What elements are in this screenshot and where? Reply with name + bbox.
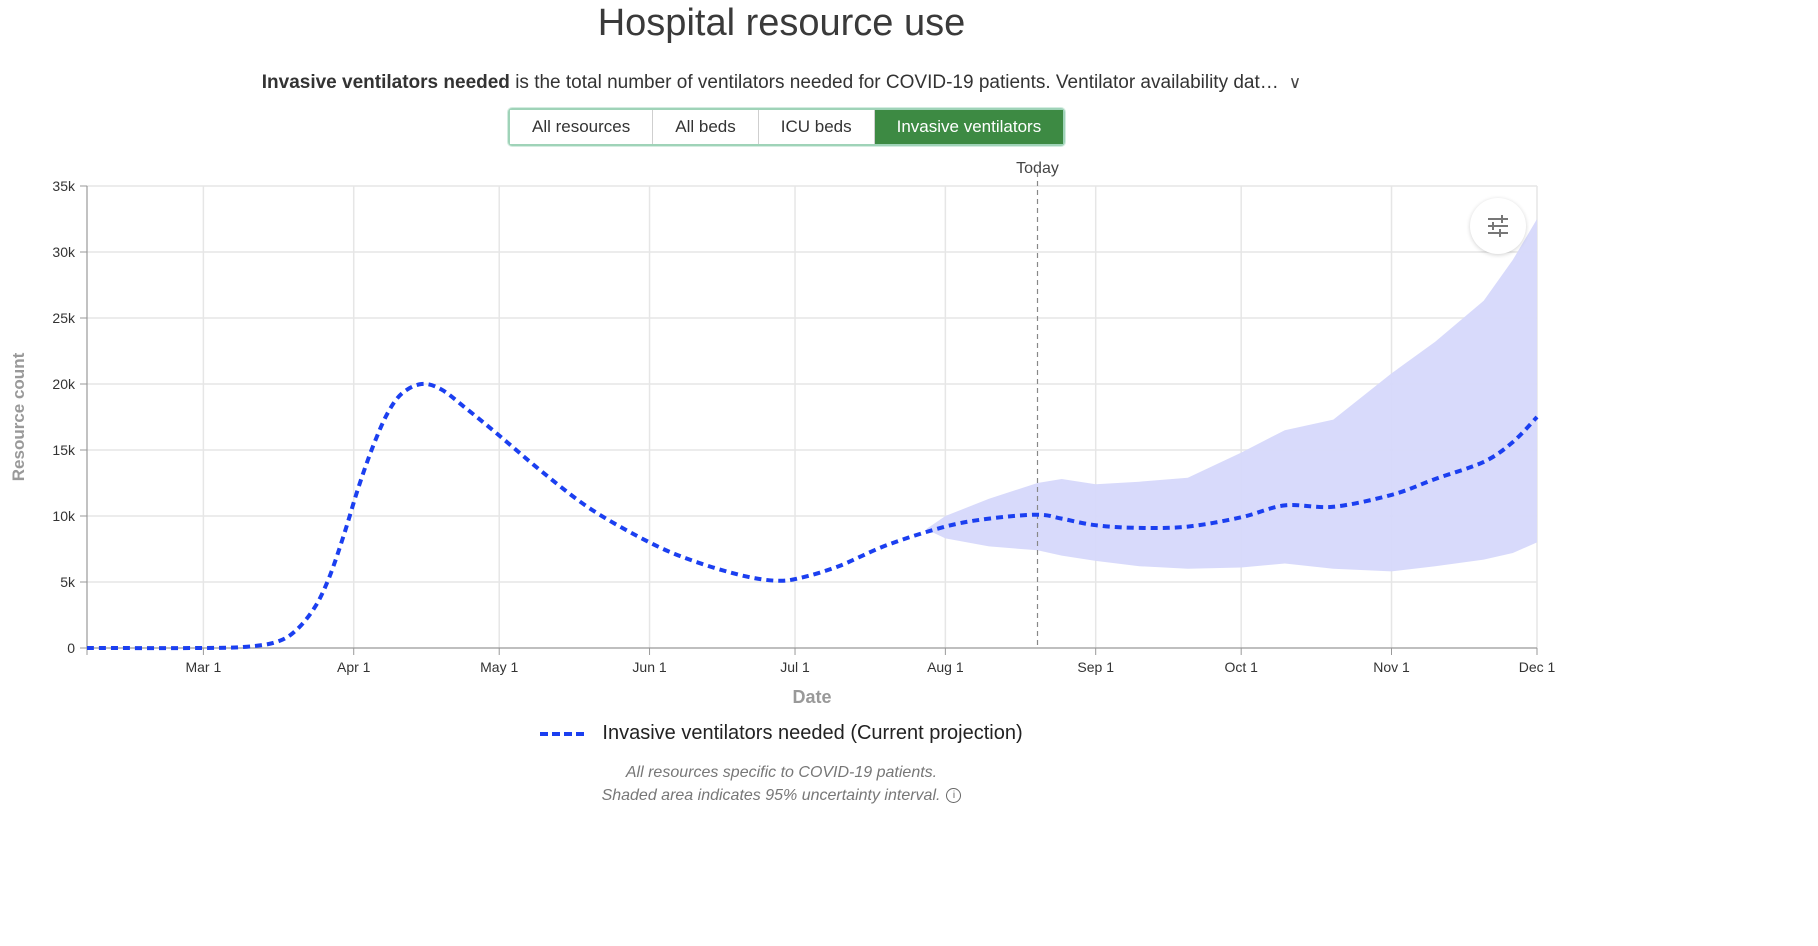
chart-legend: Invasive ventilators needed (Current pro… bbox=[0, 719, 1563, 747]
resource-tabs: All resources All beds ICU beds Invasive… bbox=[508, 108, 1066, 146]
tab-icu-beds[interactable]: ICU beds bbox=[758, 110, 875, 144]
info-icon[interactable]: i bbox=[946, 788, 962, 804]
line-chart: 0 5k 10k 15k 20k 25k 30k 35k Mar 1 Apr 1 May 1 Jun … bbox=[9, 160, 1556, 707]
x-tick-label: Aug 1 bbox=[927, 659, 964, 675]
sliders-icon bbox=[1488, 215, 1508, 237]
y-tick-label: 35k bbox=[52, 178, 76, 194]
y-axis-title: Resource count bbox=[9, 352, 28, 481]
x-tick-label: Sep 1 bbox=[1077, 659, 1114, 675]
footnote-line-2: Shaded area indicates 95% uncertainty in… bbox=[0, 784, 1563, 807]
y-tick-label: 20k bbox=[52, 376, 76, 392]
x-tick-label: Oct 1 bbox=[1224, 659, 1258, 675]
x-tick-label: Dec 1 bbox=[1519, 659, 1556, 675]
y-tick-label: 5k bbox=[60, 574, 76, 590]
tab-all-beds[interactable]: All beds bbox=[653, 110, 759, 144]
x-tick-label: Apr 1 bbox=[337, 659, 371, 675]
x-tick-label: Mar 1 bbox=[185, 659, 221, 675]
footnote-line-1: All resources specific to COVID-19 patie… bbox=[625, 764, 938, 781]
x-tick-label: Jul 1 bbox=[780, 659, 810, 675]
y-tick-label: 25k bbox=[52, 310, 76, 326]
x-tick-label: Nov 1 bbox=[1373, 659, 1410, 675]
y-tick-label: 15k bbox=[52, 442, 76, 458]
chart-settings-button[interactable] bbox=[1470, 198, 1526, 254]
chart-footnote: All resources specific to COVID-19 patie… bbox=[0, 761, 1563, 807]
x-axis-title: Date bbox=[792, 687, 831, 707]
metric-description-text: is the total number of ventilators neede… bbox=[509, 72, 1279, 93]
y-tick-label: 0 bbox=[67, 640, 75, 656]
y-tick-label: 10k bbox=[52, 508, 76, 524]
series-line-invasive-ventilators bbox=[86, 381, 1539, 651]
x-tick-label: May 1 bbox=[480, 659, 518, 675]
metric-description: Invasive ventilators needed is the total… bbox=[0, 70, 1563, 96]
chart-title: Hospital resource use bbox=[597, 2, 966, 44]
legend-swatch bbox=[540, 731, 585, 736]
legend-label: Invasive ventilators needed (Current pro… bbox=[602, 722, 1023, 744]
tab-invasive-ventilators[interactable]: Invasive ventilators bbox=[874, 110, 1064, 144]
tab-all-resources[interactable]: All resources bbox=[510, 110, 654, 144]
y-tick-label: 30k bbox=[52, 244, 76, 260]
today-label: Today bbox=[1016, 160, 1059, 177]
x-tick-label: Jun 1 bbox=[632, 659, 666, 675]
metric-name: Invasive ventilators needed bbox=[261, 72, 510, 93]
uncertainty-band bbox=[926, 219, 1537, 572]
chevron-down-icon[interactable]: ∨ bbox=[1288, 73, 1302, 92]
